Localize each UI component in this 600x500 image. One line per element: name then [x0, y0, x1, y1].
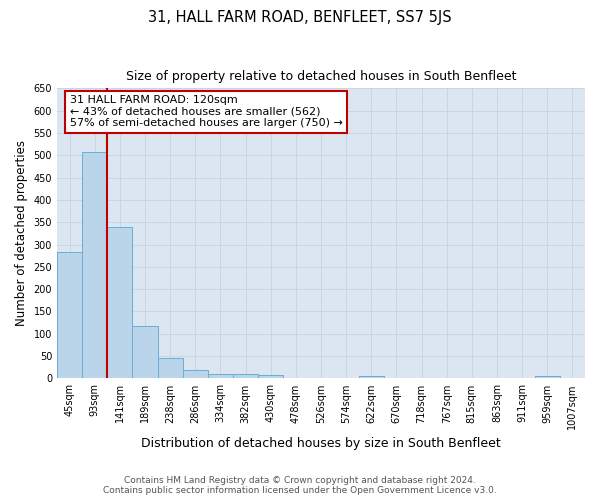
X-axis label: Distribution of detached houses by size in South Benfleet: Distribution of detached houses by size … [141, 437, 501, 450]
Bar [82, 152, 107, 378]
Bar [359, 376, 384, 378]
Title: Size of property relative to detached houses in South Benfleet: Size of property relative to detached ho… [126, 70, 516, 83]
Bar [208, 374, 233, 378]
Bar [57, 252, 82, 378]
Text: 31, HALL FARM ROAD, BENFLEET, SS7 5JS: 31, HALL FARM ROAD, BENFLEET, SS7 5JS [148, 10, 452, 25]
Bar [158, 358, 183, 378]
Text: 31 HALL FARM ROAD: 120sqm
← 43% of detached houses are smaller (562)
57% of semi: 31 HALL FARM ROAD: 120sqm ← 43% of detac… [70, 95, 343, 128]
Bar [133, 326, 158, 378]
Bar [107, 226, 133, 378]
Bar [258, 376, 283, 378]
Y-axis label: Number of detached properties: Number of detached properties [15, 140, 28, 326]
Bar [183, 370, 208, 378]
Bar [535, 376, 560, 378]
Bar [233, 374, 258, 378]
Text: Contains HM Land Registry data © Crown copyright and database right 2024.
Contai: Contains HM Land Registry data © Crown c… [103, 476, 497, 495]
